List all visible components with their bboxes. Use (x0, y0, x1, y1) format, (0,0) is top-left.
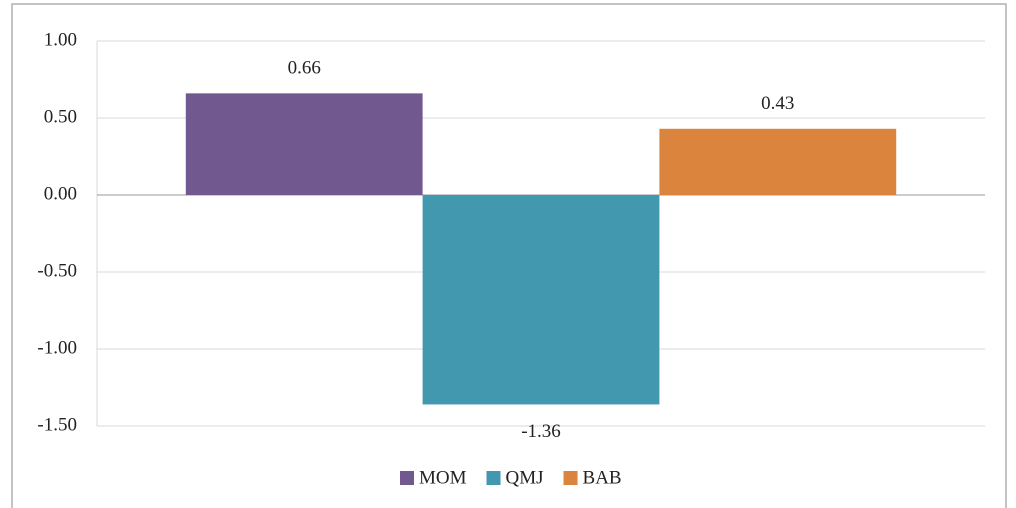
y-tick-label: -1.50 (37, 414, 77, 435)
y-tick-label: 0.50 (44, 106, 77, 127)
y-tick-label: 1.00 (44, 29, 77, 50)
legend-swatch (563, 471, 578, 485)
bar (422, 195, 660, 405)
data-label: -1.36 (521, 421, 561, 442)
y-tick-label: 0.00 (44, 183, 77, 204)
legend-label: MOM (419, 467, 467, 488)
data-label: 0.43 (761, 93, 794, 114)
legend-swatch (486, 471, 501, 485)
bar (185, 93, 423, 195)
y-tick-label: -0.50 (37, 260, 77, 281)
data-label: 0.66 (288, 58, 321, 79)
y-tick-label: -1.00 (37, 337, 77, 358)
legend-label: QMJ (506, 467, 544, 488)
bar (659, 128, 897, 195)
legend-label: BAB (583, 467, 622, 488)
legend-swatch (400, 471, 414, 485)
